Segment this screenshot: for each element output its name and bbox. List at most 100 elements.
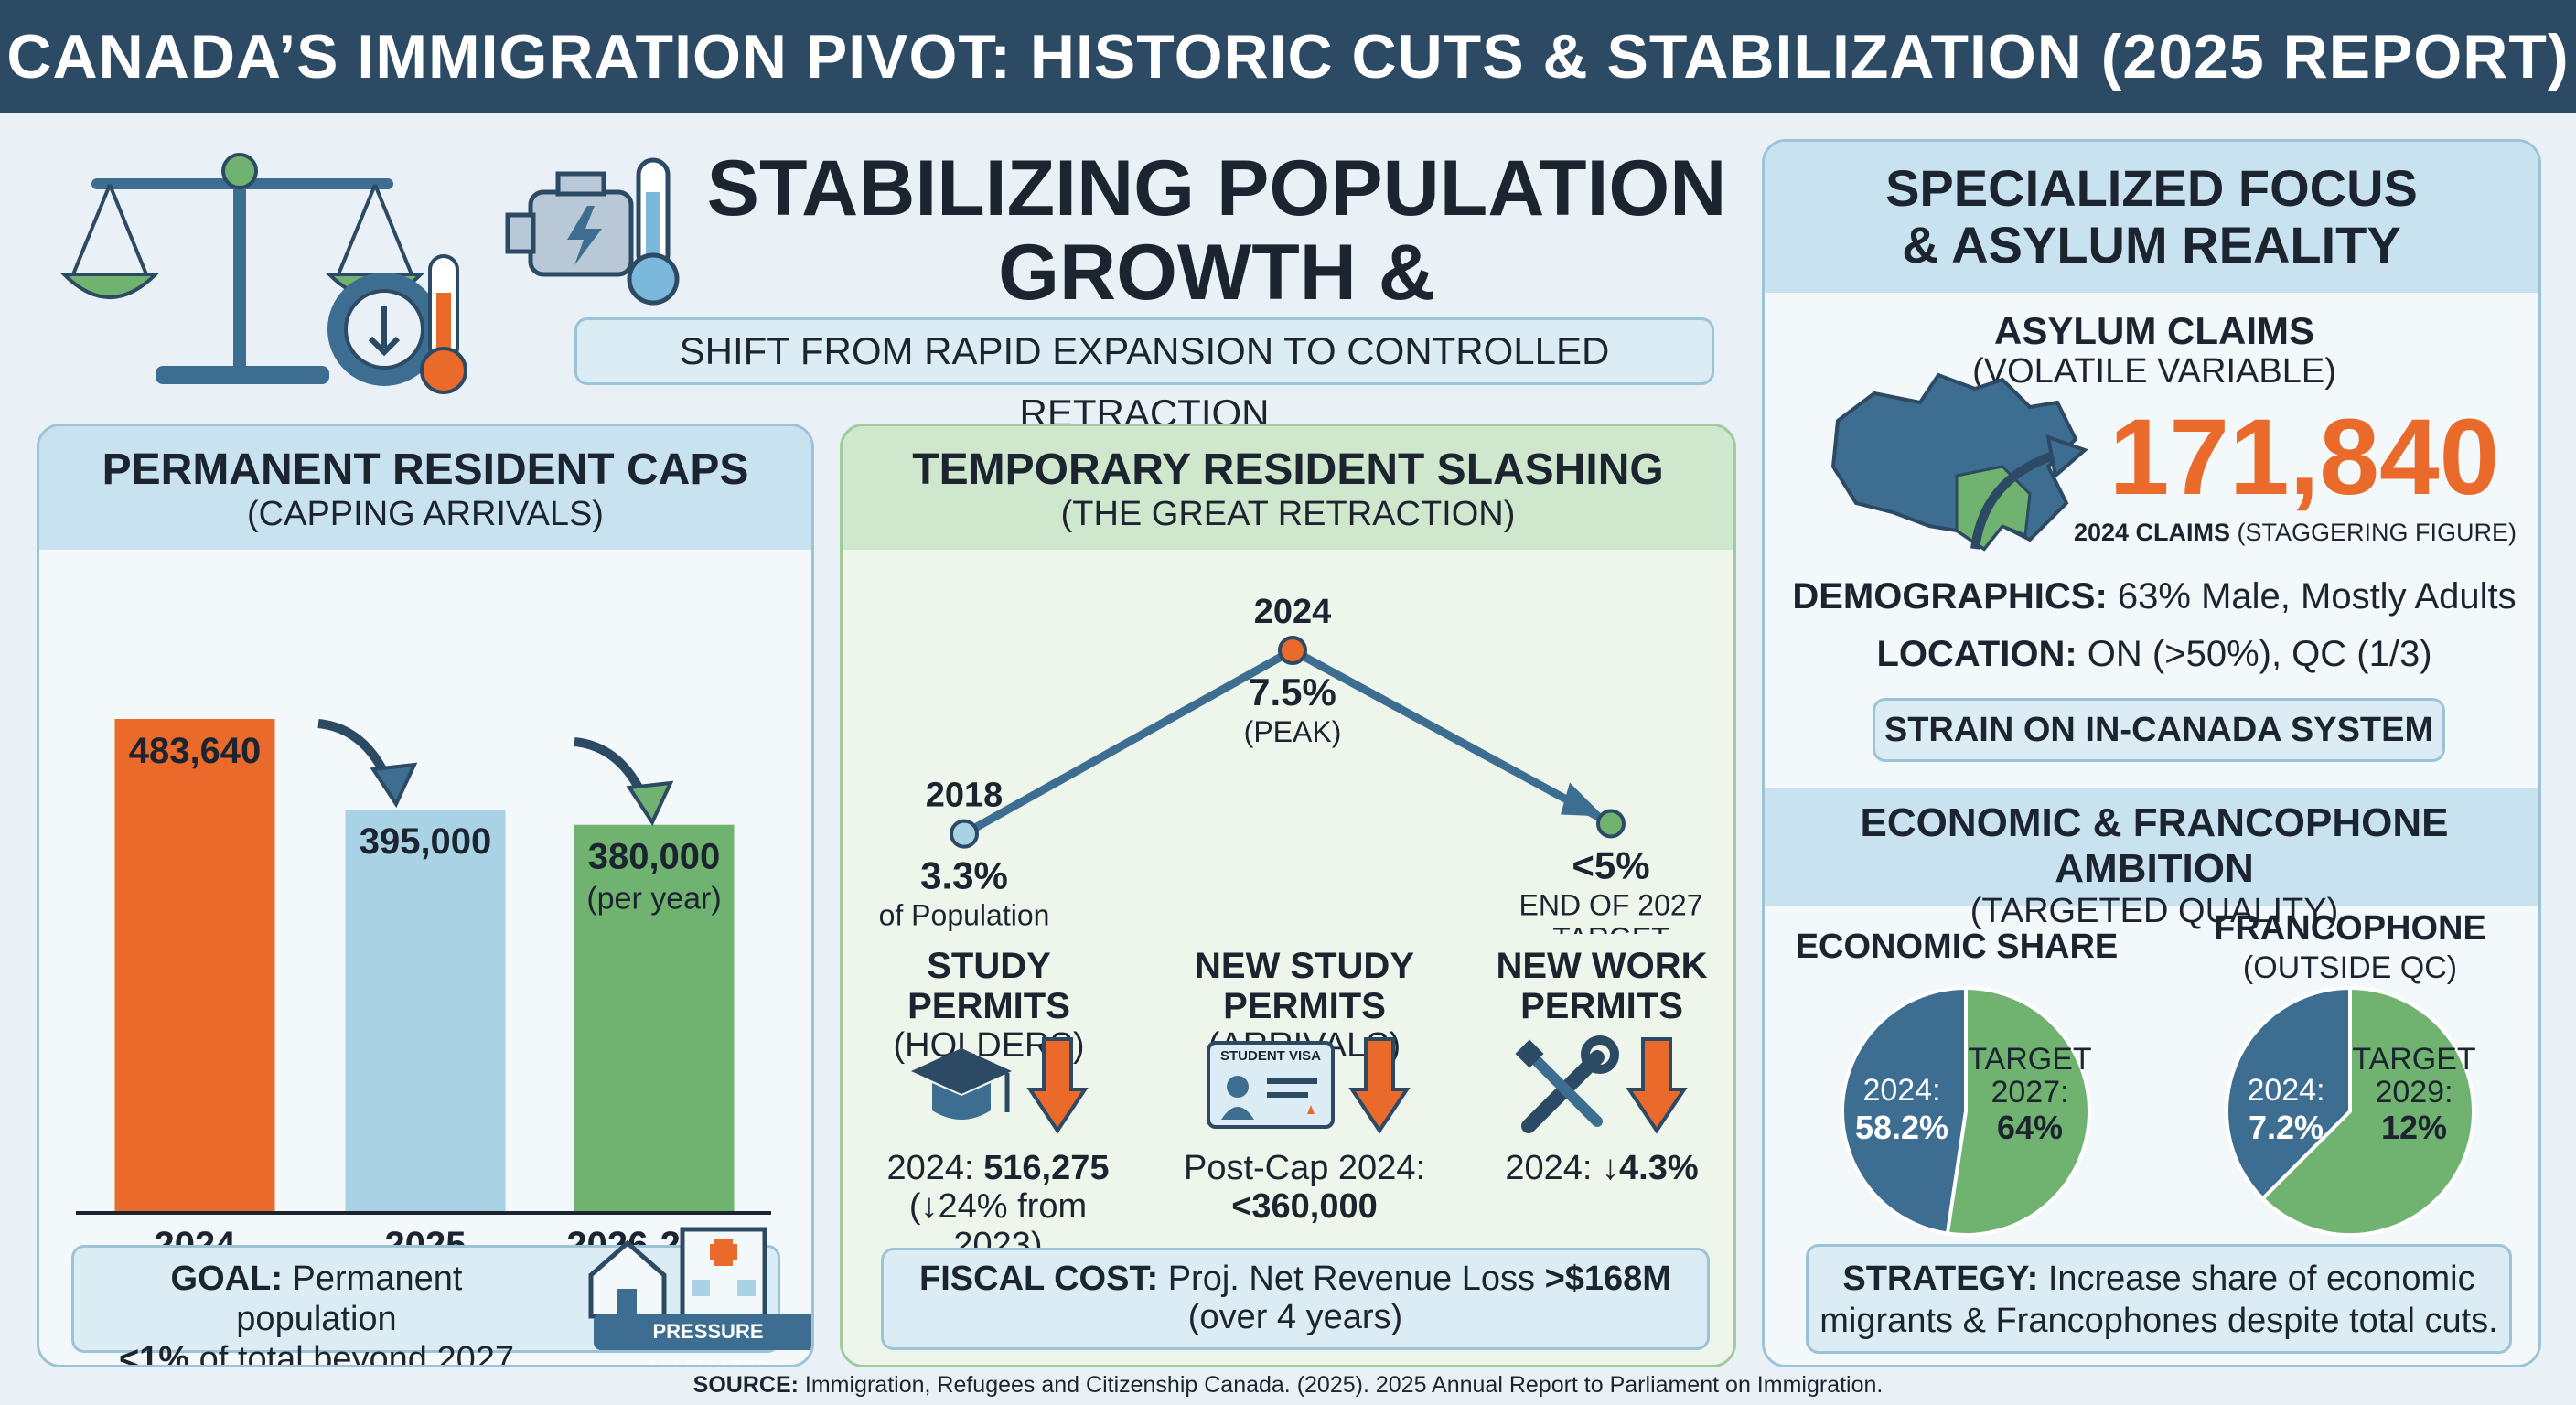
permit-value-3-prefix: 2024: xyxy=(1505,1149,1593,1187)
asylum-claims-subtitle: (VOLATILE VARIABLE) xyxy=(1972,352,2336,391)
temporary-resident-panel: TEMPORARY RESIDENT SLASHING (THE GREAT R… xyxy=(840,424,1736,1367)
panel-title: TEMPORARY RESIDENT SLASHING xyxy=(912,445,1664,494)
panel-title-line2: & ASYLUM REALITY xyxy=(1902,216,2401,273)
goal-text-2: of total beyond 2027 xyxy=(199,1340,515,1367)
permit-value-1: 2024: 516,275 (↓24% from 2023) xyxy=(861,1149,1135,1264)
point-year-label-0: 2018 xyxy=(926,777,1004,815)
pie-slice-value-0: 7.2% xyxy=(2249,1109,2324,1146)
pie-slice-value-1: 12% xyxy=(2381,1109,2447,1146)
bar-category-label-1: 2025 xyxy=(385,1225,467,1245)
line-point-2 xyxy=(1596,809,1626,839)
source-footnote: SOURCE: Immigration, Refugees and Citize… xyxy=(0,1372,2576,1399)
visa-label: STUDENT VISA xyxy=(1219,1048,1321,1064)
point-note-1: (PEAK) xyxy=(1244,715,1342,748)
page-title: CANADA’S IMMIGRATION PIVOT: HISTORIC CUT… xyxy=(6,22,2570,91)
permit-value-2-prefix: Post-Cap 2024: xyxy=(1183,1149,1426,1187)
permit-value-1-prefix: 2024: xyxy=(886,1149,974,1187)
bar-1 xyxy=(345,809,506,1213)
goal-text: GOAL: Permanent population <1% of total … xyxy=(102,1259,531,1367)
line-point-0 xyxy=(950,819,979,849)
panel-subtitle: (CAPPING ARRIVALS) xyxy=(247,495,604,533)
goal-text-1: Permanent population xyxy=(236,1260,463,1338)
fiscal-cost-box: FISCAL COST: Proj. Net Revenue Loss >$16… xyxy=(881,1248,1710,1350)
goal-box: GOAL: Permanent population <1% of total … xyxy=(71,1227,811,1365)
canada-map-icon xyxy=(1830,372,2088,552)
pie-slice-label-0: 2024: xyxy=(2247,1073,2324,1108)
location-text: ON (>50%), QC (1/3) xyxy=(2087,634,2432,674)
strain-badge: STRAIN ON IN-CANADA SYSTEM xyxy=(1873,698,2445,762)
goal-percent: <1% xyxy=(118,1340,190,1367)
permit-value-3-number: ↓4.3% xyxy=(1602,1149,1699,1187)
point-value-label-2: <5% xyxy=(1572,843,1649,886)
bar-value-label-0: 483,640 xyxy=(129,731,262,771)
thermometer-hot-icon xyxy=(420,254,467,394)
gear-down-icon xyxy=(327,273,441,386)
graduation-cap-icon xyxy=(911,1048,1012,1120)
arrow-head-icon xyxy=(626,780,674,827)
panel-header: TEMPORARY RESIDENT SLASHING (THE GREAT R… xyxy=(843,426,1733,550)
down-arrow-icon xyxy=(1626,1037,1688,1134)
bar-value-label-2: 380,000 xyxy=(588,837,721,877)
pie-slice-value-0: 58.2% xyxy=(1855,1109,1948,1146)
demographics-label: DEMOGRAPHICS: xyxy=(1792,576,2108,617)
panel-title: PERMANENT RESIDENT CAPS xyxy=(102,445,749,494)
permit-value-3: 2024: ↓4.3% xyxy=(1474,1149,1730,1187)
bar-2 xyxy=(574,824,735,1213)
asylum-claims-value: 171,840 xyxy=(2109,397,2500,518)
fiscal-amount: >$168M xyxy=(1544,1260,1671,1298)
thermometer-cool-icon xyxy=(627,157,680,306)
line-point-1 xyxy=(1278,636,1307,665)
pie-slice-label-1: 2029: xyxy=(2375,1075,2453,1110)
asylum-claims-caption-note: (STAGGERING FIGURE) xyxy=(2237,519,2517,546)
location-label: LOCATION: xyxy=(1876,634,2077,674)
fiscal-line-1: FISCAL COST: Proj. Net Revenue Loss >$16… xyxy=(884,1260,1707,1298)
tr-line-chart: 2018 3.3%of Population 2024 7.5%(PEAK) <5%EN… xyxy=(879,593,1703,934)
student-visa-card-icon: STUDENT VISA xyxy=(1207,1041,1335,1129)
specialized-focus-panel: SPECIALIZED FOCUS & ASYLUM REALITY ASYLU… xyxy=(1762,139,2541,1367)
asylum-claims-caption: 2024 CLAIMS (STAGGERING FIGURE) xyxy=(2048,519,2538,547)
francophone-title: FRANCOPHONE xyxy=(2214,909,2486,948)
francophone-pie-title: FRANCOPHONE (OUTSIDE QC) xyxy=(2176,908,2524,987)
pie-slice-label-1: 2027: xyxy=(1991,1075,2068,1110)
line-arrow-head xyxy=(1561,782,1604,817)
panel-header: SPECIALIZED FOCUS & ASYLUM REALITY xyxy=(1765,142,2538,293)
demographics-text: 63% Male, Mostly Adults xyxy=(2117,576,2517,617)
pie-slice-label-1: TARGET xyxy=(2352,1042,2475,1077)
permit-title-3: NEW WORK PERMITS xyxy=(1474,946,1730,1026)
fiscal-text: Proj. Net Revenue Loss xyxy=(1167,1260,1536,1298)
bar-category-label-0: 2024 xyxy=(155,1225,237,1245)
permanent-resident-panel: PERMANENT RESIDENT CAPS (CAPPING ARRIVAL… xyxy=(37,424,814,1367)
permit-title-3b: PERMITS xyxy=(1520,986,1683,1026)
pie-slice-1 xyxy=(1945,985,2091,1237)
permit-title-1a: STUDY PERMITS xyxy=(907,946,1070,1026)
permit-value-2: Post-Cap 2024: <360,000 xyxy=(1144,1149,1465,1226)
fiscal-period: (over 4 years) xyxy=(1187,1298,1403,1336)
strategy-label: STRATEGY: xyxy=(1842,1260,2039,1298)
demographics-line: DEMOGRAPHICS: 63% Male, Mostly Adults xyxy=(1765,576,2538,617)
header-banner: CANADA’S IMMIGRATION PIVOT: HISTORIC CUT… xyxy=(0,0,2576,113)
point-value-label-0: 3.3% xyxy=(920,854,1008,897)
permit-title-2a: NEW STUDY PERMITS xyxy=(1195,946,1414,1026)
strategy-text-1: Increase share of economic xyxy=(2047,1260,2475,1298)
pie-slice-label-0: 2024: xyxy=(1862,1073,1940,1108)
source-label: SOURCE: xyxy=(692,1372,799,1398)
goal-label: GOAL: xyxy=(170,1260,283,1298)
pie-slice-0 xyxy=(2225,985,2352,1202)
point-year-label-1: 2024 xyxy=(1254,593,1332,631)
permit-value-2-number: <360,000 xyxy=(1231,1187,1378,1226)
down-arrow-icon xyxy=(1348,1037,1411,1134)
point-note-2: TARGET xyxy=(1552,921,1669,934)
hero-subtitle-pill: SHIFT FROM RAPID EXPANSION TO CONTROLLED… xyxy=(574,317,1714,434)
location-line: LOCATION: ON (>50%), QC (1/3) xyxy=(1765,634,2538,675)
francophone-subtitle: (OUTSIDE QC) xyxy=(2242,950,2458,985)
pie-slice-value-1: 64% xyxy=(1997,1109,2063,1146)
point-note-0: of Population xyxy=(879,899,1050,932)
econ-header: ECONOMIC & FRANCOPHONE AMBITION (TARGETE… xyxy=(1765,788,2538,930)
pr-bar-chart: 483,6402024REALITY395,0002025TARGET380,0… xyxy=(76,719,771,1245)
asylum-claims-title: ASYLUM CLAIMS xyxy=(1994,309,2314,352)
strategy-text-2: migrants & Francophones despite total cu… xyxy=(1819,1302,2498,1340)
pie-slice-1 xyxy=(2259,985,2475,1237)
id-person-icon xyxy=(1221,1076,1317,1120)
permit-value-1-number: 516,275 xyxy=(983,1149,1110,1187)
